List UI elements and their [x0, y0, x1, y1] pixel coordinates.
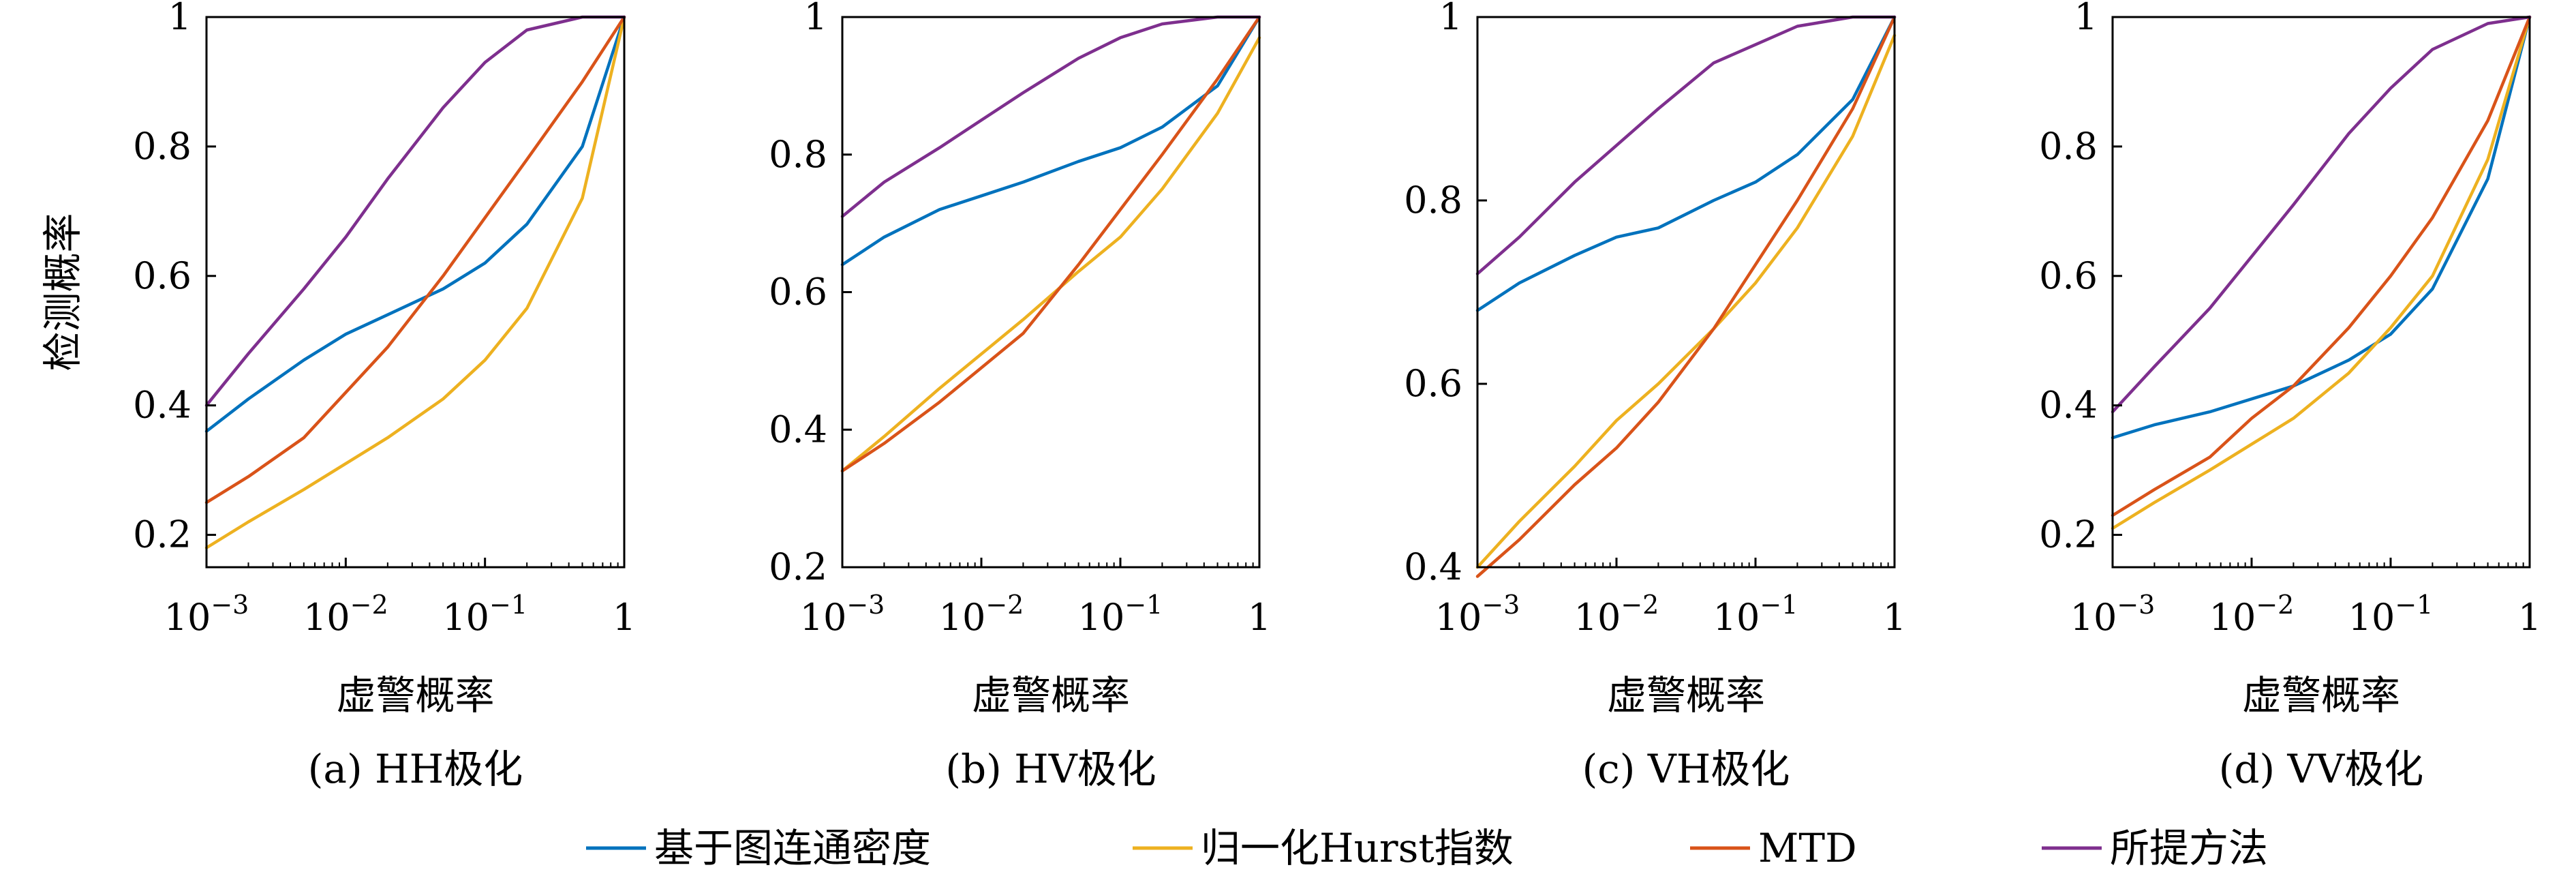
x-tick-label: 10−2 [1574, 590, 1659, 639]
panel-caption: (c) VH极化 [1582, 746, 1790, 792]
series-line-3 [204, 15, 626, 504]
y-tick-label: 0.6 [769, 271, 827, 314]
series-line-1 [204, 15, 626, 433]
x-tick-label: 10−1 [1713, 590, 1798, 639]
y-tick-label: 0.6 [133, 254, 191, 297]
x-axis-label: 虚警概率 [336, 672, 494, 719]
series-line-3 [1475, 15, 1897, 578]
series-line-2 [204, 15, 626, 549]
chart-panel-3: 0.4 0.6 0.8 1 10−3 10−2 10−1 1 虚警概率 (c) VH极化 [1404, 0, 1906, 792]
y-tick-label: 0.8 [2039, 125, 2098, 168]
x-tick-label: 10−2 [303, 590, 388, 639]
chart-panel-1: 0.2 0.4 0.6 0.8 1 10−3 10−2 10−1 1 虚警概率 (a) HH极化 检测… [40, 0, 636, 792]
y-axis-label: 检测概率 [40, 213, 86, 371]
series-line-4 [840, 15, 1261, 218]
panel-caption: (d) VV极化 [2219, 746, 2424, 792]
x-tick-label: 1 [1248, 596, 1271, 639]
x-tick-label: 10−1 [1078, 590, 1163, 639]
series-line-1 [1475, 15, 1897, 312]
series-line-4 [1475, 15, 1897, 275]
y-tick-label: 0.4 [133, 384, 191, 427]
x-tick-label: 1 [613, 596, 636, 639]
x-tick-label: 1 [1883, 596, 1906, 639]
y-tick-label: 0.4 [2039, 384, 2098, 427]
y-tick-label: 0.2 [769, 545, 827, 588]
series-line-2 [1475, 33, 1897, 569]
legend-label: 归一化Hurst指数 [1201, 825, 1514, 871]
series-line-4 [2111, 15, 2532, 414]
y-tick-label: 1 [2074, 0, 2098, 38]
y-tick-label: 0.8 [1404, 179, 1462, 222]
plot-frame [205, 16, 626, 569]
x-tick-label: 10−1 [442, 590, 527, 639]
x-tick-label: 10−2 [939, 590, 1024, 639]
panel-caption: (a) HH极化 [308, 746, 523, 792]
y-tick-label: 0.6 [2039, 254, 2098, 297]
chart-panel-4: 0.2 0.4 0.6 0.8 1 10−3 10−2 10−1 1 虚警概率 (d) VV极化 [2039, 0, 2541, 792]
legend-item-1: 基于图连通密度 [586, 825, 931, 871]
x-tick-label: 10−1 [2348, 590, 2434, 639]
legend-label: 基于图连通密度 [654, 825, 931, 871]
y-tick-label: 1 [804, 0, 827, 38]
x-axis-label: 虚警概率 [2242, 672, 2400, 719]
y-tick-label: 0.6 [1404, 362, 1462, 405]
legend-item-2: 归一化Hurst指数 [1133, 825, 1514, 871]
series-line-2 [840, 36, 1261, 473]
series-line-3 [2111, 15, 2532, 517]
y-tick-label: 1 [1439, 0, 1462, 38]
legend-label: MTD [1758, 825, 1857, 871]
series-line-2 [2111, 15, 2532, 530]
x-tick-label: 10−3 [164, 590, 249, 639]
series-line-4 [204, 15, 626, 407]
legend: 基于图连通密度 归一化Hurst指数 MTD 所提方法 [586, 825, 2268, 871]
y-tick-label: 1 [168, 0, 191, 38]
plot-frame [2111, 16, 2531, 569]
y-tick-label: 0.4 [769, 408, 827, 451]
series-line-3 [840, 15, 1261, 473]
legend-item-3: MTD [1690, 825, 1857, 871]
chart-panel-2: 0.2 0.4 0.6 0.8 1 10−3 10−2 10−1 1 虚警概率 (b) HV极化 [769, 0, 1271, 792]
x-tick-label: 10−3 [800, 590, 885, 639]
panel-caption: (b) HV极化 [945, 746, 1156, 792]
x-tick-label: 1 [2518, 596, 2541, 639]
y-tick-label: 0.8 [769, 133, 827, 176]
plot-frame [1476, 16, 1896, 569]
series-line-1 [840, 15, 1261, 267]
y-tick-label: 0.4 [1404, 545, 1462, 588]
x-axis-label: 虚警概率 [1607, 672, 1765, 719]
x-axis-label: 虚警概率 [972, 672, 1130, 719]
y-tick-label: 0.2 [133, 513, 191, 556]
x-tick-label: 10−2 [2209, 590, 2295, 639]
y-tick-label: 0.8 [133, 125, 191, 168]
series-line-1 [2111, 15, 2532, 440]
x-tick-label: 10−3 [1435, 590, 1520, 639]
x-tick-label: 10−3 [2070, 590, 2156, 639]
y-tick-label: 0.2 [2039, 513, 2098, 556]
legend-item-4: 所提方法 [2042, 825, 2268, 871]
legend-label: 所提方法 [2110, 825, 2268, 871]
